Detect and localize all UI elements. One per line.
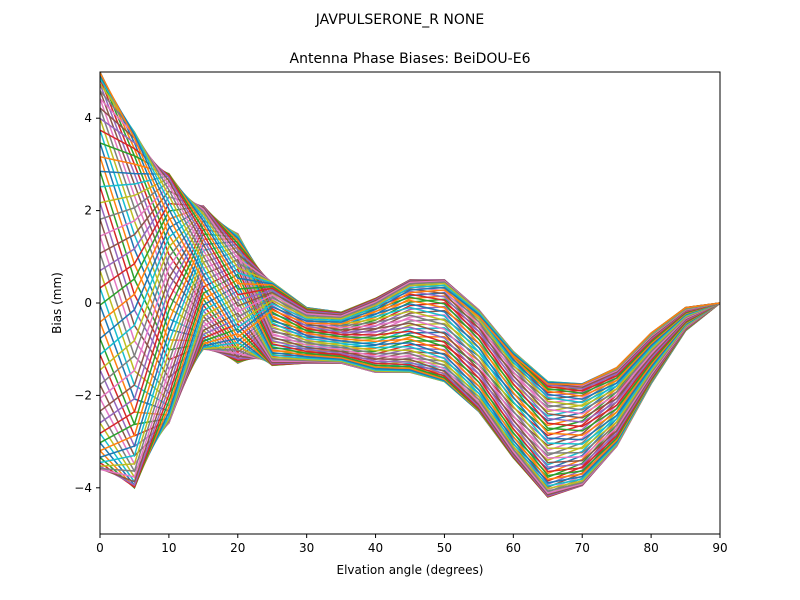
y-tick-label: 2 bbox=[84, 204, 92, 218]
x-tick-label: 40 bbox=[368, 541, 383, 555]
x-tick-label: 10 bbox=[161, 541, 176, 555]
y-axis: −4 −2 0 2 4 bbox=[74, 111, 100, 495]
series-line bbox=[100, 72, 720, 386]
y-tick-label: −4 bbox=[74, 481, 92, 495]
series-layer bbox=[100, 72, 720, 498]
series-line bbox=[100, 117, 720, 390]
series-line bbox=[100, 98, 720, 387]
x-tick-label: 60 bbox=[506, 541, 521, 555]
y-tick-label: 4 bbox=[84, 111, 92, 125]
chart-title: Antenna Phase Biases: BeiDOU-E6 bbox=[290, 51, 531, 67]
x-tick-label: 80 bbox=[643, 541, 658, 555]
series-line bbox=[100, 180, 720, 411]
series-line bbox=[100, 190, 720, 419]
x-tick-label: 70 bbox=[575, 541, 590, 555]
series-line bbox=[100, 107, 720, 388]
y-tick-label: −2 bbox=[74, 388, 92, 402]
x-tick-label: 30 bbox=[299, 541, 314, 555]
x-axis-label: Elvation angle (degrees) bbox=[337, 563, 484, 577]
y-tick-label: 0 bbox=[84, 296, 92, 310]
y-axis-label: Bias (mm) bbox=[50, 272, 64, 334]
series-line bbox=[100, 196, 720, 423]
x-tick-label: 50 bbox=[437, 541, 452, 555]
series-line bbox=[100, 184, 720, 415]
series-line bbox=[100, 90, 720, 386]
x-tick-label: 20 bbox=[230, 541, 245, 555]
x-axis: 0 10 20 30 40 50 60 70 80 90 bbox=[96, 534, 728, 555]
x-tick-label: 0 bbox=[96, 541, 104, 555]
x-tick-label: 90 bbox=[712, 541, 727, 555]
figure-suptitle: JAVPULSERONE_R NONE bbox=[315, 12, 484, 28]
